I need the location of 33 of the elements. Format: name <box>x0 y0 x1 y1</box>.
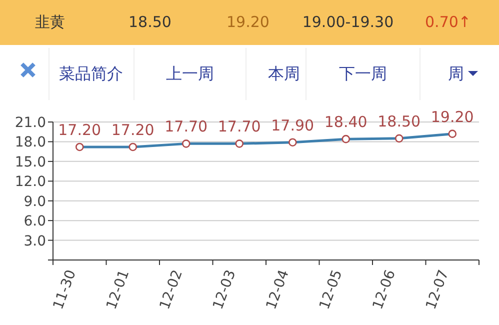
y-tick-label: 18.0 <box>14 134 46 151</box>
x-tick-label: 11-30 <box>50 268 80 312</box>
x-tick-label: 12-02 <box>156 268 186 312</box>
x-tick-label: 12-06 <box>370 268 399 312</box>
data-label: 17.20 <box>58 120 102 139</box>
y-tick-label: 6.0 <box>24 214 46 230</box>
text: 19.00-19.30 <box>302 13 394 31</box>
y-tick-label: 15.0 <box>14 154 46 170</box>
data-label: 18.50 <box>378 112 421 130</box>
x-tick-label: 12-05 <box>316 268 346 312</box>
text: 韭黄 <box>35 13 65 31</box>
y-tick-label: 12.0 <box>14 174 46 190</box>
text: 上一周 <box>166 64 214 83</box>
y-tick-label: 21.0 <box>14 115 46 131</box>
text: 19.20 <box>226 13 270 31</box>
data-label: 17.20 <box>111 120 154 139</box>
text: 本周 <box>268 64 300 83</box>
data-label: 17.90 <box>271 116 314 134</box>
text: 菜品简介 <box>59 64 123 83</box>
data-label: 19.20 <box>430 108 474 126</box>
x-tick-label: 12-01 <box>104 268 133 312</box>
text: 0.70↑ <box>425 13 471 31</box>
text: 18.50 <box>128 13 172 31</box>
text: 下一周 <box>339 64 387 83</box>
x-tick-label: 12-07 <box>423 268 452 312</box>
data-label: 18.40 <box>324 113 368 132</box>
x-tick-label: 12-04 <box>263 268 292 312</box>
x-tick-label: 12-03 <box>210 268 240 312</box>
data-label: 17.70 <box>218 118 261 136</box>
y-tick-label: 9.0 <box>24 194 46 210</box>
y-tick-label: 3.0 <box>24 233 46 250</box>
data-label: 17.70 <box>164 118 208 136</box>
text: 周 <box>448 64 464 83</box>
